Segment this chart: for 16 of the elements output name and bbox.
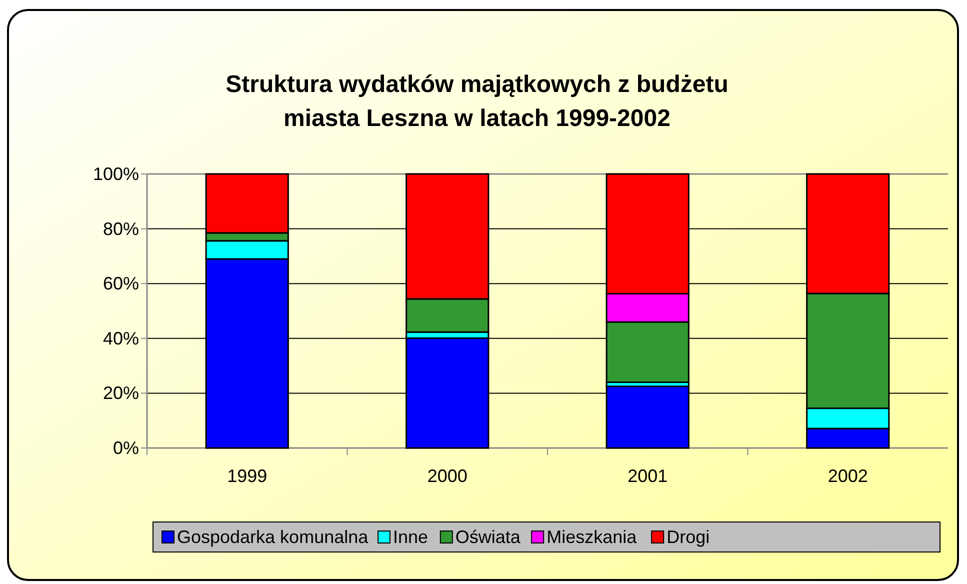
x-tick-label: 1999: [227, 466, 268, 486]
legend-label: Oświata: [455, 527, 522, 547]
y-tick-label: 80%: [102, 218, 139, 239]
y-tick-label: 100%: [92, 164, 139, 184]
x-tick-label: 2000: [427, 466, 468, 486]
y-tick-label: 20%: [102, 383, 139, 404]
legend-label: Gospodarka komunalna: [177, 527, 370, 547]
legend-label: Mieszkania: [546, 527, 638, 547]
legend-label: Drogi: [666, 527, 710, 547]
y-tick-label: 40%: [102, 328, 139, 348]
chart-title: Struktura wydatków majątkowych z budżetu miasta Leszna w latach 1999-2002: [226, 71, 728, 132]
y-tick-label: 0%: [112, 438, 139, 458]
x-tick-label: 2001: [628, 466, 668, 486]
x-tick-label: 2002: [828, 466, 868, 486]
y-tick-label: 60%: [102, 274, 139, 294]
legend-label: Inne: [393, 527, 428, 547]
